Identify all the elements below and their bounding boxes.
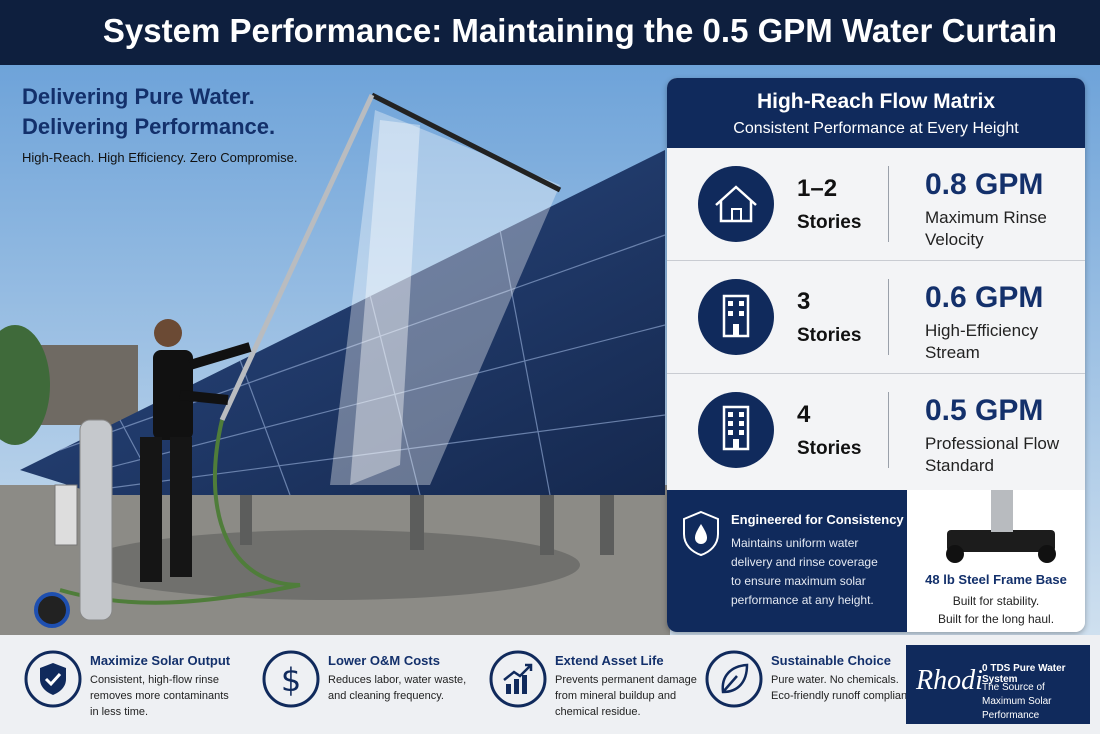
- stories-number: 4: [797, 401, 811, 428]
- engineered-title: Engineered for Consistency: [731, 512, 904, 527]
- shield-drop-icon: [683, 510, 719, 556]
- stories-label: Stories: [797, 438, 862, 459]
- flow-description: Maximum Rinse Velocity: [925, 208, 1047, 249]
- feature: Extend Asset Life Prevents permanent dam…: [485, 648, 710, 728]
- frame-line: Built for stability.: [952, 594, 1040, 608]
- flow-rate: 0.8 GPM: [925, 168, 1044, 201]
- matrix-title: High-Reach Flow Matrix: [756, 90, 996, 113]
- matrix-row: 4 Stories 0.5 GPM Professional Flow Stan…: [667, 374, 1085, 487]
- frame-base-image: [946, 490, 1056, 563]
- header-bar: [0, 0, 1100, 65]
- flow-description: Professional Flow Standard: [925, 434, 1060, 475]
- brand-logo: Rhodi: [916, 665, 983, 696]
- engineered-body: Maintains uniform water delivery and rin…: [731, 536, 878, 607]
- header-title: System Performance: Maintaining the 0.5 …: [102, 12, 1058, 49]
- feature-description: Consistent, high-flow rinse removes more…: [90, 674, 229, 718]
- frame-title: 48 lb Steel Frame Base: [925, 572, 1067, 587]
- house-icon: [698, 166, 774, 242]
- feature-icon: $: [262, 650, 320, 708]
- stories-number: 3: [797, 288, 811, 315]
- building-icon: [698, 392, 774, 468]
- flow-rate: 0.5 GPM: [925, 394, 1044, 427]
- separator: [888, 166, 889, 242]
- headline: Delivering Performance.: [22, 114, 276, 139]
- matrix-row: 3 Stories 0.6 GPM High-Efficiency Stream: [667, 261, 1085, 374]
- frame-line: Built for the long haul.: [937, 612, 1055, 626]
- feature-description: Prevents permanent damage from mineral b…: [555, 674, 697, 718]
- feature: Maximize Solar Output Consistent, high-f…: [20, 648, 245, 728]
- matrix-row: 1–2 Stories 0.8 GPM Maximum Rinse Veloci…: [667, 148, 1085, 261]
- svg-text:$: $: [281, 661, 301, 699]
- brand-line: The Source of Maximum Solar Performance: [982, 682, 1052, 721]
- separator: [888, 279, 889, 355]
- feature-title: Extend Asset Life: [555, 653, 664, 668]
- feature-icon: [705, 650, 763, 708]
- stories-label: Stories: [797, 212, 862, 233]
- brand-box: Rhodi 0 TDS Pure Water System The Source…: [906, 645, 1090, 724]
- feature-icon: [489, 650, 547, 708]
- flow-matrix-card: High-Reach Flow Matrix Consistent Perfor…: [667, 78, 1085, 632]
- flow-rate: 0.6 GPM: [925, 281, 1044, 314]
- matrix-subtitle: Consistent Performance at Every Height: [733, 120, 1019, 137]
- flow-description: High-Efficiency Stream: [925, 321, 1039, 362]
- feature: $ Lower O&M Costs Reduces labor, water w…: [258, 648, 483, 728]
- feature-icon: [24, 650, 82, 708]
- stories-label: Stories: [797, 325, 862, 346]
- feature-title: Lower O&M Costs: [328, 653, 440, 668]
- brand-line: 0 TDS Pure Water System: [982, 663, 1066, 685]
- tagline: High-Reach. High Efficiency. Zero Compro…: [22, 150, 298, 165]
- feature-title: Sustainable Choice: [771, 653, 891, 668]
- matrix-header: High-Reach Flow Matrix Consistent Perfor…: [667, 78, 1085, 148]
- feature-description: Pure water. No chemicals. Eco-friendly r…: [771, 674, 914, 702]
- headline: Delivering Pure Water.: [22, 84, 255, 109]
- frame-panel: 48 lb Steel Frame Base Built for stabili…: [907, 490, 1085, 632]
- feature-description: Reduces labor, water waste, and cleaning…: [328, 674, 467, 702]
- feature-title: Maximize Solar Output: [90, 653, 231, 668]
- stories-number: 1–2: [797, 175, 838, 202]
- building-icon: [698, 279, 774, 355]
- engineered-panel: Engineered for Consistency Maintains uni…: [667, 490, 907, 632]
- feature: Sustainable Choice Pure water. No chemic…: [701, 648, 926, 728]
- separator: [888, 392, 889, 468]
